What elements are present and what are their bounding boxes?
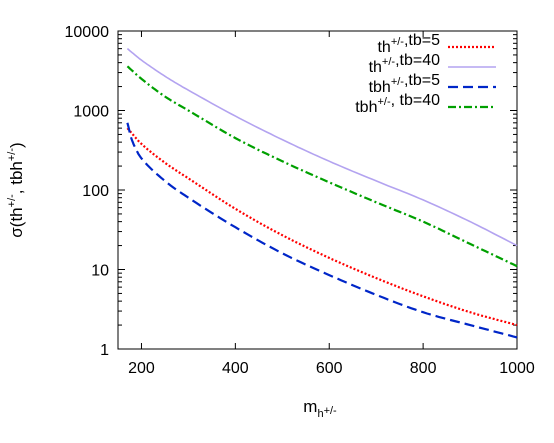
y-tick-label: 10 [91, 263, 109, 280]
y-axis-label: σ(th+/-, tbh+/-) [6, 142, 26, 237]
legend-label-text: , tb=40 [391, 92, 440, 109]
y-tick-label: 10000 [65, 24, 110, 41]
x-tick-label: 200 [128, 360, 155, 377]
y-tick-label: 1000 [73, 104, 109, 121]
series-line-3 [126, 65, 518, 268]
ticks-layer: 200 400 600 800 1000 1 10 100 1000 10000 [65, 24, 535, 377]
y-axis-label-text: σ(th [7, 207, 26, 237]
legend-label-sup: +/- [377, 96, 390, 108]
y-axis-label-text: ) [7, 142, 26, 148]
x-axis-label: mh+/- [303, 397, 337, 420]
legend-label-sup: +/- [391, 76, 404, 88]
x-tick-label: 800 [410, 360, 437, 377]
series-line-2 [126, 122, 518, 339]
y-axis-label-text: , tbh [7, 161, 26, 194]
legend-label-text: ,tb=40 [395, 52, 440, 69]
legend-label-text: ,tb=5 [404, 32, 440, 49]
x-tick-label: 600 [316, 360, 343, 377]
x-tick-label: 400 [222, 360, 249, 377]
x-tick-label: 1000 [499, 360, 535, 377]
x-axis-label-sup: +/- [324, 405, 337, 417]
y-tick-label: 1 [100, 342, 109, 359]
legend-label-text: th [369, 59, 382, 76]
series-layer [126, 47, 518, 339]
legend-label-sup: +/- [382, 56, 395, 68]
x-axis-label-sub: h [317, 408, 323, 420]
legend-label-2: tbh+/-,tb=5 [369, 72, 441, 96]
legend: th+/-,tb=5th+/-,tb=40tbh+/-,tb=5tbh+/-, … [355, 32, 496, 116]
legend-label-0: th+/-,tb=5 [377, 32, 440, 56]
y-tick-label: 100 [82, 183, 109, 200]
y-axis-label-sup: +/- [6, 194, 18, 207]
legend-label-3: tbh+/-, tb=40 [355, 92, 440, 116]
legend-label-1: th+/-,tb=40 [369, 52, 441, 76]
legend-label-text: th [377, 39, 390, 56]
y-axis-label-sup: +/- [6, 148, 18, 161]
plot-frame [117, 30, 518, 350]
legend-label-sup: +/- [391, 36, 404, 48]
legend-label-text: tbh [369, 79, 391, 96]
x-axis-label-main: m [303, 397, 317, 416]
legend-label-text: ,tb=5 [404, 72, 440, 89]
series-line-1 [126, 47, 518, 247]
series-line-0 [126, 127, 518, 327]
legend-label-text: tbh [355, 99, 377, 116]
